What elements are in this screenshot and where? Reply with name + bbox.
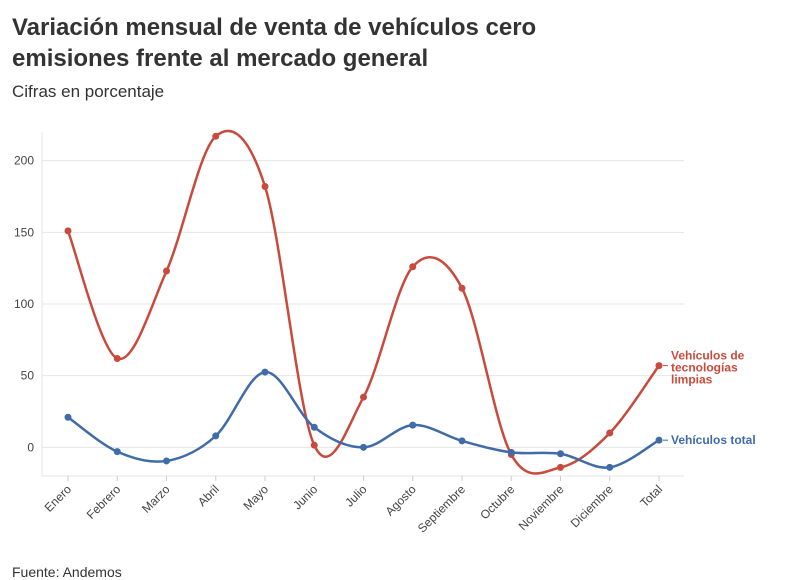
chart-subtitle: Cifras en porcentaje xyxy=(12,82,165,101)
x-tick-label: Diciembre xyxy=(568,482,616,530)
data-point xyxy=(606,429,614,437)
x-tick-label: Marzo xyxy=(139,482,173,516)
data-point xyxy=(212,432,220,440)
series-label-line: tecnologías xyxy=(671,361,738,375)
chart-source: Fuente: Andemos xyxy=(12,564,122,580)
data-point xyxy=(409,263,417,271)
data-point xyxy=(310,441,318,449)
y-tick-label: 150 xyxy=(14,225,34,239)
data-point xyxy=(557,450,564,458)
x-tick-label: Junio xyxy=(290,482,320,512)
data-point xyxy=(64,227,72,235)
series-label-line: Vehículos de xyxy=(671,349,745,363)
data-point xyxy=(261,182,269,190)
data-point xyxy=(458,437,466,445)
data-point xyxy=(212,132,220,140)
data-point xyxy=(113,448,121,456)
series-labels: Vehículos de tecnologías limpiasVehículos … xyxy=(663,349,756,447)
y-tick-label: 0 xyxy=(27,440,34,454)
data-point xyxy=(360,443,367,451)
chart-title: Variación mensual de venta de vehículos … xyxy=(12,14,537,72)
series-label: Vehículos de tecnologías limpias xyxy=(671,349,745,387)
data-point xyxy=(163,457,170,465)
series-label-line: limpias xyxy=(671,373,713,387)
data-point xyxy=(655,362,663,370)
x-tick-label: Julio xyxy=(342,482,370,510)
series-lines xyxy=(66,129,661,475)
x-tick-label: Total xyxy=(637,482,665,510)
data-point xyxy=(360,393,367,401)
data-point xyxy=(557,463,564,471)
x-axis: Enero Febrero Marzo Abril Mayo Junio Julio Agos… xyxy=(42,476,665,536)
data-point xyxy=(113,354,121,362)
data-point xyxy=(507,448,515,456)
x-tick-label: Septiembre xyxy=(415,482,469,536)
data-point xyxy=(64,413,72,421)
x-tick-label: Octubre xyxy=(477,482,517,522)
y-tick-label: 200 xyxy=(14,154,34,168)
x-tick-label: Noviembre xyxy=(516,482,567,533)
data-point xyxy=(458,284,466,292)
x-tick-label: Mayo xyxy=(240,482,271,513)
data-point xyxy=(310,423,318,431)
x-tick-label: Agosto xyxy=(383,482,420,519)
data-point xyxy=(261,368,269,376)
x-tick-label: Abril xyxy=(195,482,222,509)
data-point xyxy=(606,463,614,471)
series-line-0 xyxy=(66,129,661,475)
y-tick-label: 100 xyxy=(14,297,34,311)
x-tick-label: Febrero xyxy=(84,482,124,522)
data-point xyxy=(409,421,417,429)
x-tick-label: Enero xyxy=(42,482,75,515)
y-axis: 0 50 100 150 200 xyxy=(14,154,34,455)
series-line-1 xyxy=(66,370,661,469)
y-tick-label: 50 xyxy=(21,369,35,383)
series-label: Vehículos total xyxy=(671,433,756,447)
data-point xyxy=(655,436,663,444)
series-label-line: Vehículos total xyxy=(671,433,756,447)
gridlines xyxy=(41,132,684,477)
series-points xyxy=(64,132,663,471)
data-point xyxy=(163,267,170,275)
